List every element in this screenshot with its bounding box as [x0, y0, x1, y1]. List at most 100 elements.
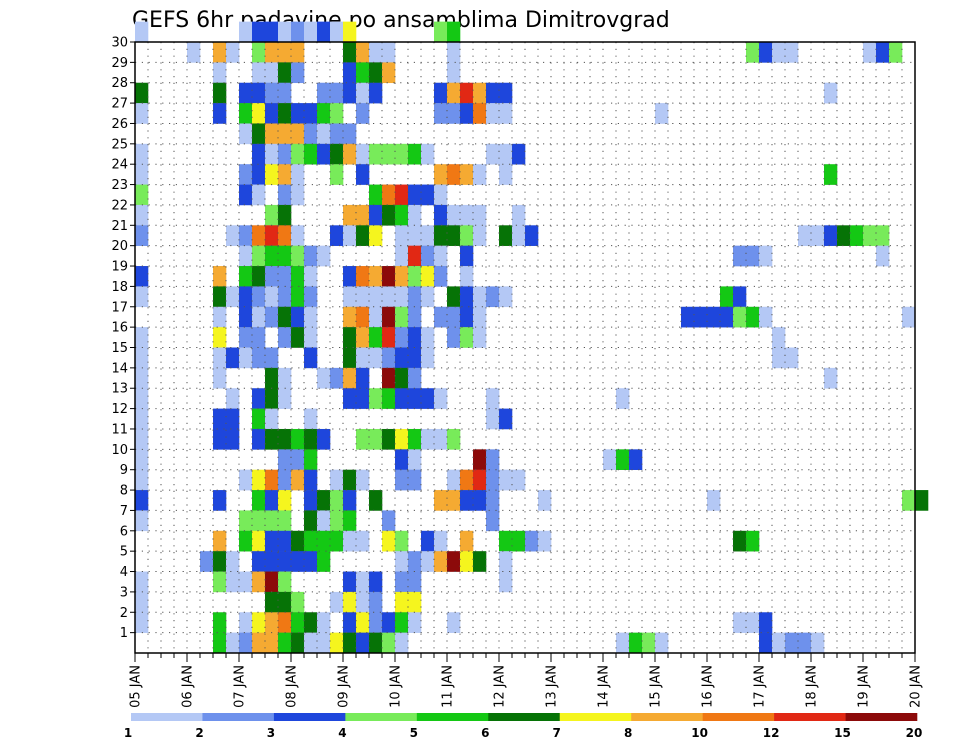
y-tick-label: 14 — [111, 361, 128, 376]
heatmap-cell — [512, 469, 526, 491]
heatmap-cell — [343, 204, 357, 226]
heatmap-cell — [278, 428, 292, 450]
heatmap-cell — [369, 184, 383, 206]
heatmap-cell — [252, 306, 266, 328]
heatmap-cell — [382, 510, 396, 532]
heatmap-cell — [135, 510, 149, 532]
heatmap-cell — [733, 245, 747, 267]
heatmap-cell — [330, 490, 344, 511]
heatmap-cell — [265, 21, 279, 43]
heatmap-cell — [265, 62, 279, 84]
heatmap-cell — [499, 551, 513, 572]
y-tick-label: 7 — [120, 504, 128, 519]
heatmap-cell — [460, 204, 474, 226]
heatmap-cell — [824, 367, 838, 389]
heatmap-cell — [863, 225, 877, 246]
heatmap-cell — [226, 428, 240, 450]
heatmap-cell — [525, 225, 539, 246]
heatmap-cell — [291, 469, 305, 491]
heatmap-cell — [486, 510, 500, 532]
y-tick-label: 23 — [111, 178, 128, 193]
heatmap-cell — [239, 571, 253, 593]
heatmap-cell — [473, 449, 487, 470]
heatmap-cell — [317, 103, 331, 124]
heatmap-cell — [343, 42, 357, 63]
heatmap-cell — [317, 245, 331, 267]
heatmap-cell — [252, 571, 266, 593]
heatmap-cell — [473, 204, 487, 226]
heatmap-cell — [278, 245, 292, 267]
heatmap-cell — [252, 428, 266, 450]
heatmap-cell — [226, 388, 240, 409]
heatmap-cell — [356, 367, 370, 389]
heatmap-cell — [265, 408, 279, 430]
heatmap-cell — [382, 347, 396, 369]
legend-label: 8 — [624, 726, 632, 740]
heatmap-cell — [317, 612, 331, 633]
heatmap-cell — [785, 632, 799, 654]
heatmap-cell — [317, 490, 331, 511]
y-tick-label: 27 — [111, 97, 128, 112]
heatmap-cell — [447, 551, 461, 572]
y-tick-label: 30 — [111, 36, 128, 51]
heatmap-cell — [785, 42, 799, 63]
heatmap-cell — [252, 327, 266, 348]
heatmap-cell — [278, 21, 292, 43]
heatmap-cell — [135, 286, 149, 308]
heatmap-cell — [213, 530, 227, 552]
heatmap-cell — [265, 490, 279, 511]
heatmap-cell — [720, 306, 734, 328]
heatmap-cell — [356, 42, 370, 63]
heatmap-cell — [135, 408, 149, 430]
heatmap-cell — [369, 62, 383, 84]
x-tick-label: 10 JAN — [389, 665, 404, 708]
heatmap-cell — [733, 286, 747, 308]
heatmap-cell — [213, 82, 227, 104]
heatmap-cell — [330, 143, 344, 165]
heatmap-cell — [876, 42, 890, 63]
heatmap-cell — [278, 571, 292, 593]
heatmap-cell — [252, 82, 266, 104]
heatmap-cell — [239, 184, 253, 206]
heatmap-cell — [265, 266, 279, 287]
heatmap-cell — [408, 184, 422, 206]
heatmap-cell — [304, 327, 318, 348]
heatmap-cell — [408, 143, 422, 165]
heatmap-cell — [486, 82, 500, 104]
heatmap-cell — [291, 612, 305, 633]
heatmap-cell — [421, 388, 435, 409]
heatmap-cell — [265, 164, 279, 185]
heatmap-cell — [317, 123, 331, 145]
heatmap-cell — [356, 388, 370, 409]
heatmap-cell — [746, 42, 760, 63]
y-tick-label: 16 — [111, 321, 128, 336]
heatmap-cell — [278, 612, 292, 633]
heatmap-cell — [252, 347, 266, 369]
heatmap-cell — [473, 306, 487, 328]
heatmap-cell — [356, 143, 370, 165]
heatmap-cell — [434, 551, 448, 572]
heatmap-cell — [252, 286, 266, 308]
heatmap-cell — [135, 164, 149, 185]
heatmap-cell — [304, 245, 318, 267]
heatmap-cell — [135, 327, 149, 348]
heatmap-cell — [486, 103, 500, 124]
heatmap-cell — [434, 103, 448, 124]
heatmap-cell — [538, 530, 552, 552]
heatmap-cell — [291, 245, 305, 267]
heatmap-cell — [369, 327, 383, 348]
heatmap-cell — [317, 510, 331, 532]
heatmap-cell — [460, 225, 474, 246]
heatmap-cell — [317, 21, 331, 43]
heatmap-cell — [291, 42, 305, 63]
heatmap-cell — [447, 612, 461, 633]
heatmap-cell — [382, 388, 396, 409]
heatmap-cells — [135, 21, 929, 654]
heatmap-cell — [278, 327, 292, 348]
heatmap-cell — [278, 164, 292, 185]
heatmap-cell — [382, 62, 396, 84]
y-tick-label: 13 — [111, 382, 128, 397]
heatmap-cell — [447, 103, 461, 124]
heatmap-cell — [252, 42, 266, 63]
